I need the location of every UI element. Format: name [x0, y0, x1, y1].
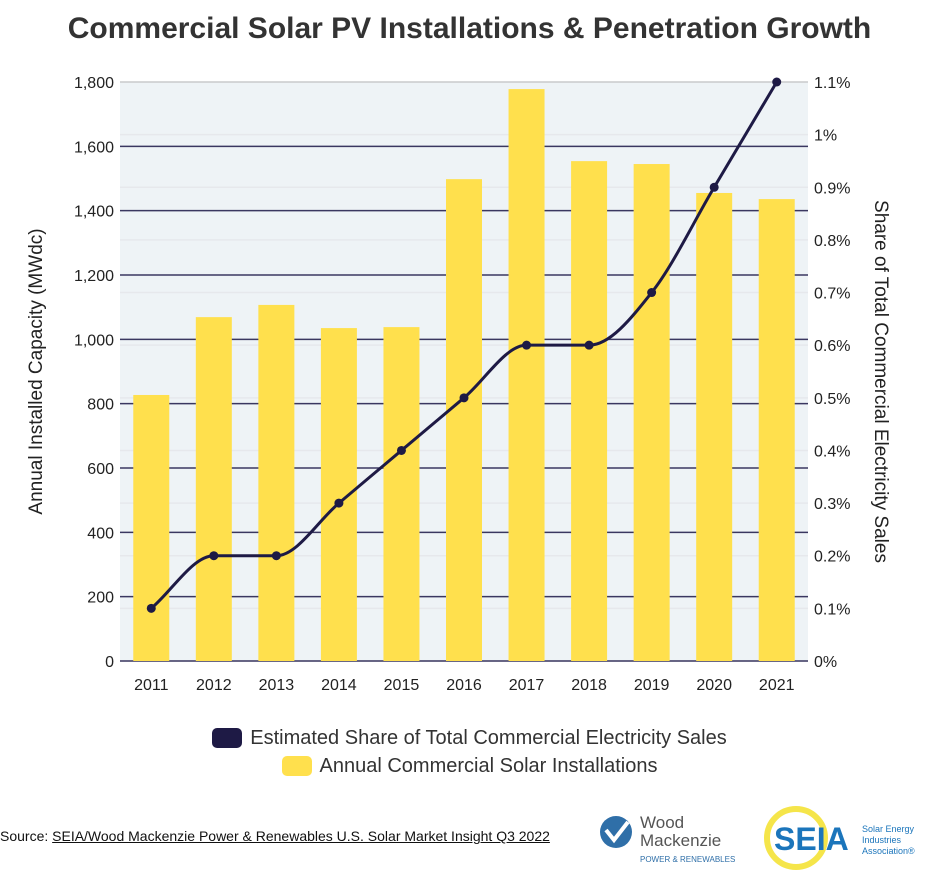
source-prefix: Source:	[0, 828, 53, 844]
left-tick-label: 0	[105, 654, 114, 671]
right-tick-label: 0.8%	[814, 233, 850, 250]
line-point	[146, 603, 156, 613]
source-link[interactable]: SEIA/Wood Mackenzie Power & Renewables U…	[52, 828, 550, 844]
x-tick-label: 2021	[759, 677, 795, 694]
x-tick-label: 2017	[509, 677, 545, 694]
bar	[758, 199, 795, 661]
source-note: Source: SEIA/Wood Mackenzie Power & Rene…	[0, 828, 550, 844]
x-tick-label: 2014	[321, 677, 357, 694]
line-point	[522, 340, 532, 350]
left-tick-label: 1,800	[74, 75, 114, 92]
left-tick-label: 400	[87, 525, 114, 542]
svg-text:POWER & RENEWABLES: POWER & RENEWABLES	[640, 855, 735, 864]
chart-plot: 0% 0.1% 0.2% 0.3% 0.4% 0.5% 0.6% 0.7% 0.8% 0.9% 1%…	[26, 75, 891, 694]
left-axis-label: Annual Installed Capacity (MWdc)	[26, 228, 47, 514]
legend: Estimated Share of Total Commercial Elec…	[0, 724, 939, 780]
legend-item-line[interactable]: Estimated Share of Total Commercial Elec…	[0, 724, 939, 752]
line-point	[396, 445, 406, 455]
right-tick-label: 0.6%	[814, 338, 850, 355]
x-tick-label: 2016	[446, 677, 482, 694]
svg-text:Industries: Industries	[862, 835, 902, 845]
bar	[195, 317, 232, 661]
left-tick-label: 600	[87, 461, 114, 478]
left-tick-label: 1,600	[74, 139, 114, 156]
legend-swatch-bar	[281, 756, 312, 776]
right-tick-label: 0%	[814, 654, 837, 671]
right-tick-label: 0.1%	[814, 601, 850, 618]
right-tick-label: 0.4%	[814, 443, 850, 460]
left-tick-label: 200	[87, 590, 114, 607]
line-point	[459, 393, 469, 403]
share-line	[150, 81, 779, 610]
line-point	[271, 551, 281, 561]
line-point	[772, 77, 782, 87]
left-tick-label: 800	[87, 397, 114, 414]
right-tick-label: 0.7%	[814, 286, 850, 303]
bar	[508, 89, 545, 662]
x-tick-label: 2012	[196, 677, 232, 694]
right-tick-label: 0.9%	[814, 180, 850, 197]
bar	[320, 328, 357, 661]
bar	[633, 164, 670, 661]
svg-text:Wood: Wood	[640, 813, 684, 832]
bar	[383, 327, 420, 661]
left-tick-label: 1,200	[74, 268, 114, 285]
right-tick-label: 1%	[814, 128, 837, 145]
bar	[446, 179, 482, 662]
right-axis-label: Share of Total Commercial Electricity Sa…	[870, 200, 891, 563]
svg-text:SEIA: SEIA	[774, 821, 849, 857]
legend-label: Estimated Share of Total Commercial Elec…	[250, 726, 727, 749]
x-tick-label: 2015	[384, 677, 420, 694]
right-tick-label: 0.2%	[814, 549, 850, 566]
svg-text:Mackenzie: Mackenzie	[640, 831, 721, 850]
seia-logo: SEIA Solar Energy Industries Association…	[764, 806, 915, 870]
svg-text:Association®: Association®	[862, 846, 915, 856]
x-tick-label: 2013	[259, 677, 295, 694]
x-tick-label: 2018	[571, 677, 607, 694]
bar	[133, 394, 170, 661]
chart-title: Commercial Solar PV Installations & Pene…	[67, 12, 872, 45]
line-point	[209, 551, 219, 561]
legend-label: Annual Commercial Solar Installations	[319, 754, 658, 777]
bar	[571, 161, 608, 661]
right-tick-label: 1.1%	[814, 75, 850, 92]
wood-mackenzie-logo: Wood Mackenzie POWER & RENEWABLES	[600, 813, 735, 864]
svg-text:Solar Energy: Solar Energy	[862, 824, 915, 834]
line-point	[647, 288, 657, 298]
right-tick-label: 0.3%	[814, 496, 850, 513]
x-tick-label: 2011	[134, 677, 169, 694]
bar	[258, 304, 295, 661]
x-tick-label: 2020	[696, 677, 732, 694]
line-point	[584, 340, 594, 350]
line-point	[334, 498, 344, 508]
bar	[696, 192, 733, 661]
x-tick-label: 2019	[634, 677, 670, 694]
left-tick-label: 1,400	[74, 204, 114, 221]
right-tick-label: 0.5%	[814, 391, 850, 408]
legend-swatch-line	[212, 728, 243, 748]
legend-item-bar[interactable]: Annual Commercial Solar Installations	[0, 752, 939, 780]
left-tick-label: 1,000	[74, 332, 114, 349]
line-point	[709, 182, 719, 192]
